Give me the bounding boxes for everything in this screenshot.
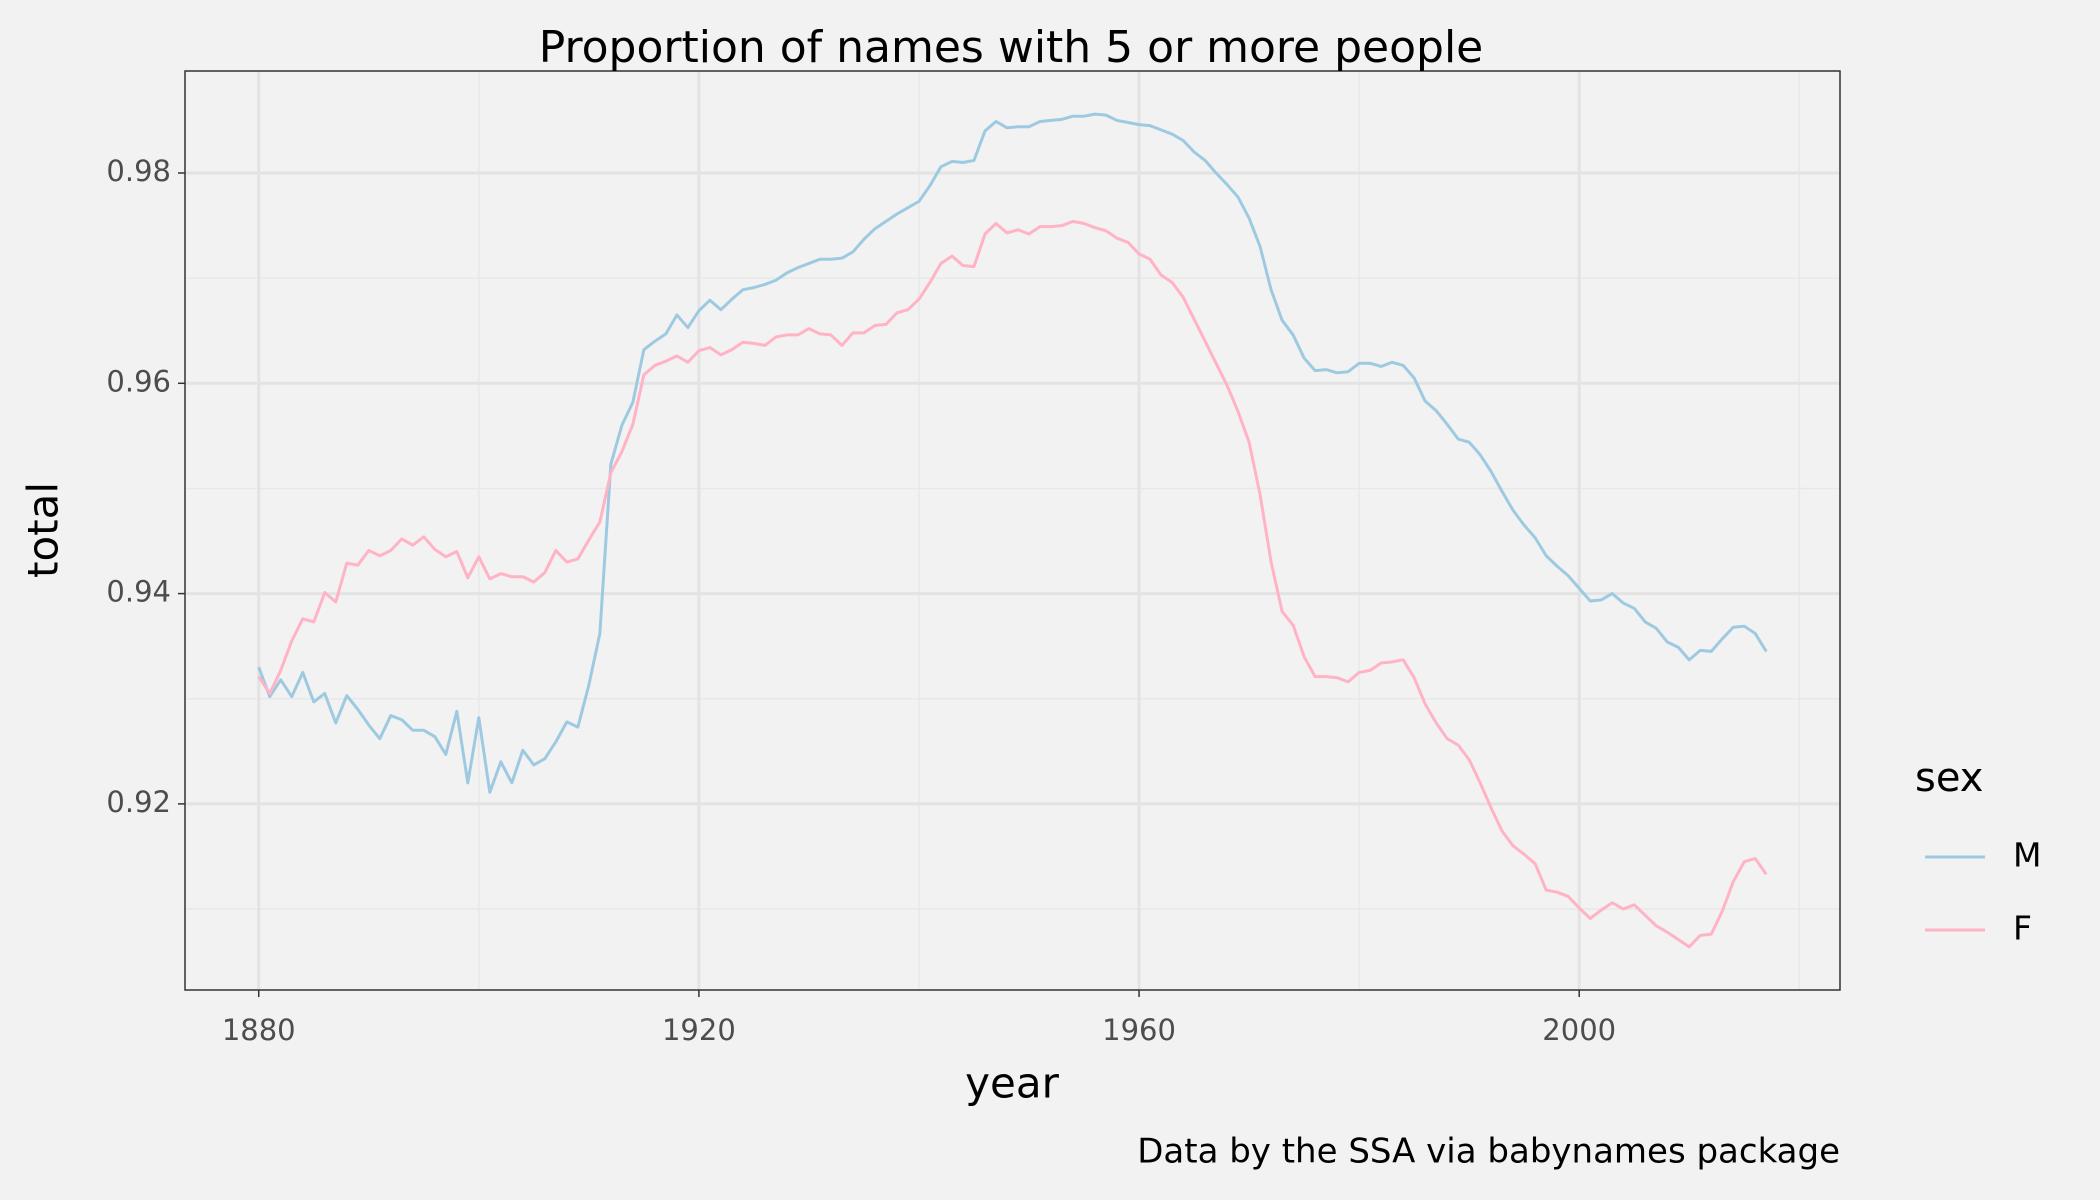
x-tick-label: 2000 — [1542, 1013, 1616, 1047]
y-tick-label: 0.96 — [106, 364, 171, 398]
panel-border — [184, 70, 1841, 991]
legend-title: sex — [1915, 755, 1983, 801]
y-tick-label: 0.94 — [106, 575, 171, 609]
series-line — [257, 112, 1768, 794]
x-tick-label: 1880 — [222, 1013, 296, 1047]
lines — [257, 112, 1768, 949]
axes: 1880 1920 1960 2000 0.92 0.94 0.96 0.98 — [106, 154, 1616, 1047]
series-line — [257, 219, 1768, 949]
legend-label: M — [2013, 836, 2041, 875]
y-tick-label: 0.98 — [106, 154, 171, 188]
x-tick-label: 1920 — [662, 1013, 736, 1047]
legend: MF — [1925, 836, 2041, 948]
x-axis-label: year — [965, 1059, 1059, 1108]
grid — [185, 71, 1840, 990]
x-tick-label: 1960 — [1102, 1013, 1176, 1047]
legend-label: F — [2013, 909, 2032, 948]
y-tick-label: 0.92 — [106, 785, 171, 819]
y-axis-label: total — [19, 482, 68, 578]
caption: Data by the SSA via babynames package — [1137, 1132, 1840, 1172]
chart-title: Proportion of names with 5 or more peopl… — [539, 22, 1484, 73]
